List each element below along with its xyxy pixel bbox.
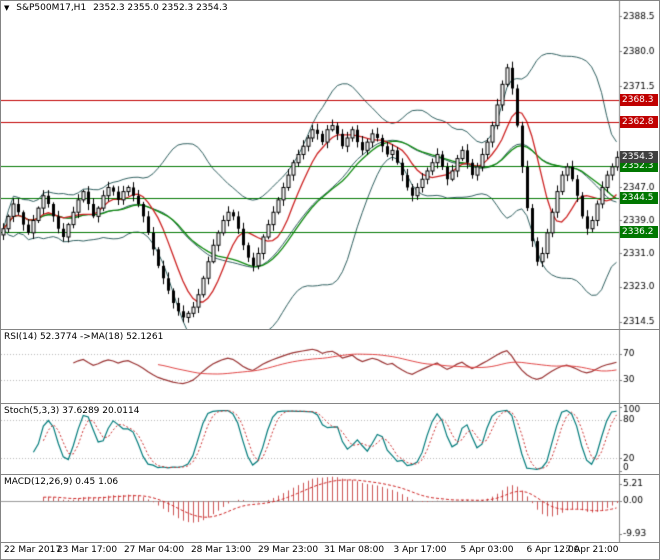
macd-panel[interactable]: MACD(12,26,9) 0.45 1.06 bbox=[1, 474, 659, 542]
rsi-label-text: RSI(14) 52.3774 ->MA(18) 52.1261 bbox=[4, 332, 164, 342]
macd-canvas[interactable] bbox=[1, 475, 659, 542]
time-label: 28 Mar 13:00 bbox=[190, 545, 252, 555]
time-label: 6 Apr 12:00 bbox=[526, 545, 580, 555]
resistance-level-tag[interactable]: 2362.8 bbox=[620, 116, 658, 129]
time-label: 27 Mar 04:00 bbox=[123, 545, 185, 555]
rsi-panel[interactable]: RSI(14) 52.3774 ->MA(18) 52.1261 bbox=[1, 329, 659, 403]
price-panel[interactable]: ▼ S&P500M17,H1 2352.3 2355.0 2352.3 2354… bbox=[1, 1, 659, 329]
price-chart-canvas[interactable] bbox=[1, 1, 659, 329]
time-label: 3 Apr 17:00 bbox=[393, 545, 447, 555]
stochastic-label-text: Stoch(5,3,3) 37.6289 20.0114 bbox=[4, 406, 140, 416]
ohlc-values: 2352.3 2355.0 2352.3 2354.3 bbox=[93, 3, 228, 13]
rsi-label: RSI(14) 52.3774 ->MA(18) 52.1261 bbox=[4, 331, 167, 343]
time-label: 5 Apr 03:00 bbox=[460, 545, 514, 555]
symbol-timeframe-label: S&P500M17,H1 bbox=[16, 3, 87, 13]
resistance-level-tag[interactable]: 2368.3 bbox=[620, 93, 658, 106]
time-label: 22 Mar 2017 bbox=[4, 545, 62, 555]
time-axis[interactable]: 22 Mar 2017 23 Mar 17:00 27 Mar 04:00 28 Ma… bbox=[1, 542, 659, 559]
time-label: 31 Mar 08:00 bbox=[323, 545, 385, 555]
chart-marker-icon: ▼ bbox=[4, 4, 10, 12]
stochastic-label: Stoch(5,3,3) 37.6289 20.0114 bbox=[4, 405, 143, 417]
macd-label-text: MACD(12,26,9) 0.45 1.06 bbox=[4, 477, 119, 487]
time-label: 7 Apr 21:00 bbox=[565, 545, 619, 555]
support-level-tag[interactable]: 2336.2 bbox=[620, 226, 658, 239]
stochastic-canvas[interactable] bbox=[1, 404, 659, 474]
macd-label: MACD(12,26,9) 0.45 1.06 bbox=[4, 476, 122, 488]
stochastic-panel[interactable]: Stoch(5,3,3) 37.6289 20.0114 bbox=[1, 403, 659, 474]
time-label: 29 Mar 23:00 bbox=[257, 545, 319, 555]
support-level-tag[interactable]: 2344.5 bbox=[620, 191, 658, 204]
current-price-tag: 2354.3 bbox=[620, 151, 658, 164]
rsi-canvas[interactable] bbox=[1, 330, 659, 403]
time-label: 23 Mar 17:00 bbox=[56, 545, 118, 555]
chart-title: ▼ S&P500M17,H1 2352.3 2355.0 2352.3 2354… bbox=[4, 2, 232, 14]
